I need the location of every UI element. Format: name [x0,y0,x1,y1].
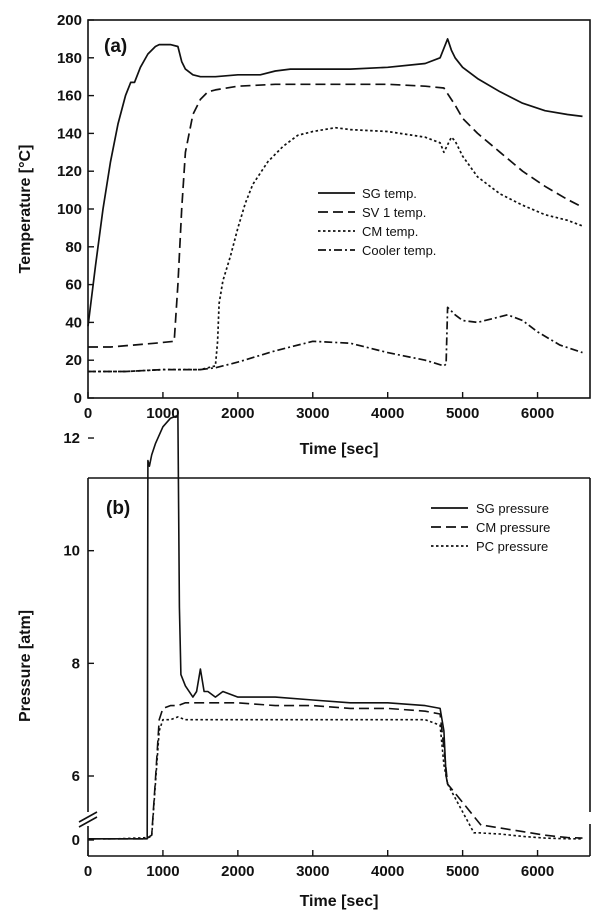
a-legend-label: CM temp. [362,224,418,239]
b-x-tick-label: 1000 [146,863,179,880]
a-series-line [87,38,583,327]
panel-a-label: (a) [104,36,127,57]
axis-break-mark [78,811,98,828]
panel-a-temperature-chart: 0 1000 2000 3000 4000 5000 6000 0 20 40 60 80 100 12… [17,12,591,458]
a-y-tick-label: 0 [74,390,82,407]
a-y-tick-label: 20 [65,352,82,369]
a-legend-label: SG temp. [362,186,417,201]
a-y-tick-label: 80 [65,239,82,256]
b-legend-label: PC pressure [476,539,548,554]
b-x-tick-label: 4000 [371,863,404,880]
b-series-line [88,414,449,840]
a-y-tick-label: 160 [57,88,82,105]
b-x-tick-label: 6000 [521,863,554,880]
b-x-tick-label: 3000 [296,863,329,880]
panel-b-label: (b) [106,498,130,519]
a-x-tick-label: 4000 [371,405,404,422]
a-y-tick-label: 200 [57,12,82,29]
a-series-line [88,306,583,373]
b-y-tick-label: 0 [72,832,80,849]
a-legend-label: SV 1 temp. [362,205,426,220]
b-legend-label: CM pressure [476,520,550,535]
b-y-tick-label: 10 [63,543,80,560]
a-y-tick-label: 120 [57,163,82,180]
b-series-line [88,701,583,840]
panel-a-y-axis-label: Temperature [°C] [17,145,34,274]
panel-b-y-axis-label: Pressure [atm] [17,610,34,722]
b-x-tick-label: 0 [84,863,92,880]
b-y-tick-label: 6 [72,768,80,785]
panel-a-plot-frame [87,19,591,399]
b-series-line [88,716,583,840]
a-y-tick-label: 180 [57,50,82,67]
a-legend-label: Cooler temp. [362,243,436,258]
a-series-line [88,126,583,373]
panel-b-x-axis-label: Time [sec] [300,893,379,910]
a-x-tick-label: 3000 [296,405,329,422]
b-y-tick-label: 12 [63,430,80,447]
panel-a-legend: SG temp. SV 1 temp. CM temp. Cooler temp. [318,186,436,258]
a-x-tick-label: 2000 [221,405,254,422]
panel-a-x-ticks: 0 1000 2000 3000 4000 5000 6000 [84,392,554,422]
a-y-tick-label: 140 [57,125,82,142]
a-x-tick-label: 1000 [146,405,179,422]
panel-b-legend: SG pressure CM pressure PC pressure [431,501,550,554]
panel-a-series-lines [87,38,583,373]
b-legend-label: SG pressure [476,501,549,516]
b-y-tick-label: 8 [72,655,80,672]
panel-a-y-ticks: 0 20 40 60 80 100 120 140 160 180 200 [57,12,94,407]
a-x-tick-label: 5000 [446,405,479,422]
a-y-tick-label: 40 [65,314,82,331]
panel-b-y-ticks: 0 6 8 10 12 [63,430,94,849]
panel-b-series-lines [88,414,583,840]
panel-a-x-axis-label: Time [sec] [300,441,379,458]
panel-b-pressure-chart: 0 1000 2000 3000 4000 5000 6000 0 6 8 10 12 (b) Ti… [17,414,591,910]
panel-b-x-ticks: 0 1000 2000 3000 4000 5000 6000 [84,850,554,880]
a-series-line [88,83,583,348]
a-x-tick-label: 6000 [521,405,554,422]
a-x-tick-label: 0 [84,405,92,422]
a-y-tick-label: 100 [57,201,82,218]
a-y-tick-label: 60 [65,277,82,294]
b-x-tick-label: 5000 [446,863,479,880]
b-x-tick-label: 2000 [221,863,254,880]
